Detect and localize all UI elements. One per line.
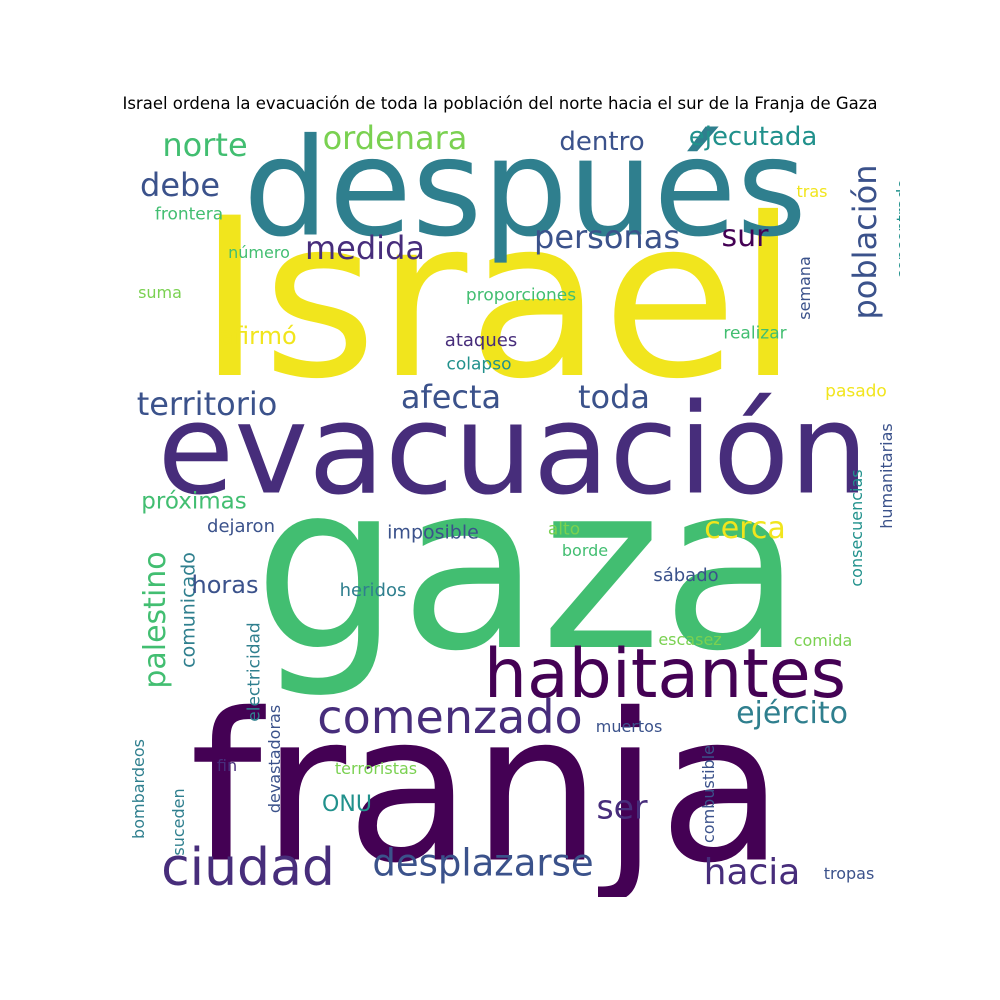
word-toda: toda [577,378,651,416]
word-hacia: hacia [703,852,801,893]
word-comida: comida [793,631,853,650]
word-devastadoras: devastadoras [265,704,284,814]
word-proporciones: proporciones [465,285,577,306]
word-onu: ONU [322,792,372,817]
word-alto: alto [547,519,581,540]
word-norte: norte [162,126,248,164]
word-fin: fin [216,756,238,775]
word-terroristas: terroristas [334,759,418,778]
word-sabado: sábado [653,565,719,586]
word-concentrado: concentrado [893,178,900,280]
word-medida: medida [305,229,425,267]
word-israel: Israel [197,171,799,427]
word-ser: ser [596,787,648,827]
word-palestino: palestino [138,551,173,689]
word-comunicado: comunicado [177,552,200,668]
word-afecta: afecta [400,378,502,416]
word-territorio: territorio [136,385,278,423]
word-dejaron: dejaron [207,516,275,537]
word-debe: debe [140,166,220,204]
word-sur: sur [721,219,769,254]
word-tras: tras [796,182,828,201]
wordcloud-title: Israel ordena la evacuación de toda la p… [122,94,878,113]
word-desplazarse: desplazarse [372,841,594,885]
word-borde: borde [561,541,609,560]
word-combustible: combustible [699,745,718,843]
word-escasez: escasez [658,630,722,649]
word-comenzado: comenzado [317,690,583,744]
word-suma: suma [138,283,182,302]
word-consecuencias: consecuencias [847,469,866,587]
word-horas: horas [191,571,259,599]
word-despues: después [243,122,807,267]
word-personas: personas [534,218,680,256]
word-frontera: frontera [154,204,224,225]
word-dentro: dentro [559,127,645,157]
word-cerca: cerca [704,511,786,546]
word-gaza: gaza [253,435,803,702]
word-semana: semana [795,256,814,320]
word-afirmo: afirmó [219,322,297,350]
word-evacuacion: evacuación [157,377,869,523]
word-ciudad: ciudad [161,838,335,897]
word-ejercito: ejército [736,696,848,731]
word-humanitarias: humanitarias [877,423,896,529]
word-proximas: próximas [141,488,247,515]
word-tropas: tropas [823,864,875,883]
word-ejecutada: ejecutada [688,122,818,152]
word-bombardeos: bombardeos [129,739,148,839]
word-numero: número [228,243,290,262]
word-muertos: muertos [595,717,663,736]
word-ordenara: ordenara [322,122,468,157]
word-ataques: ataques [444,330,518,351]
word-pasado: pasado [825,381,887,402]
word-habitantes: habitantes [483,635,847,714]
word-realizar: realizar [723,323,787,344]
word-franja: franja [189,670,785,897]
word-colapso: colapso [446,354,512,375]
word-electricidad: electricidad [244,622,265,722]
word-suceden: suceden [169,788,188,856]
word-cloud: Israel después evacuación gaza franja habitan… [125,122,900,897]
word-imposible: imposible [387,521,479,544]
word-heridos: heridos [339,580,407,601]
word-poblacion: población [846,164,884,320]
